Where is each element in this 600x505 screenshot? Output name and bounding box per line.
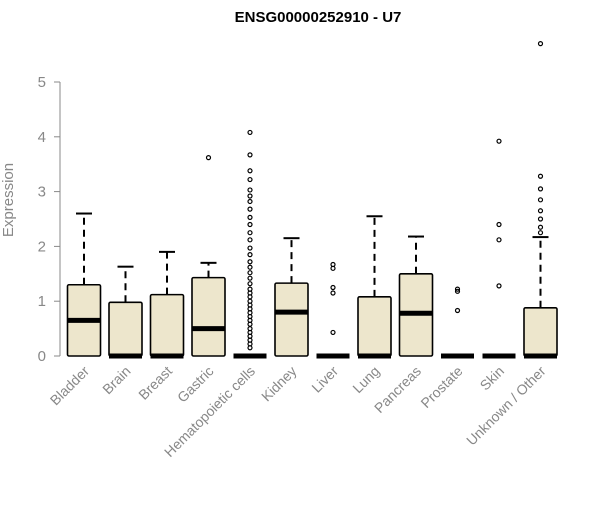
outlier-point: [454, 307, 461, 314]
x-tick-label: Prostate: [417, 363, 465, 411]
outlier-point: [247, 230, 253, 236]
outlier-point: [247, 264, 253, 270]
box-prostate: [441, 286, 474, 359]
box-gastric: [191, 155, 226, 357]
x-tick-label: Kidney: [258, 363, 300, 405]
outlier-point: [247, 221, 253, 228]
x-tick-label: Skin: [477, 363, 508, 394]
y-axis: 0 1 2 3 4 5: [38, 74, 61, 365]
box-lung: [357, 215, 392, 359]
x-tick-label: Unknown / Other: [463, 363, 549, 449]
outlier-point: [247, 245, 253, 251]
outlier-point: [330, 290, 336, 296]
x-tick-label: Liver: [308, 363, 341, 396]
outlier-point: [247, 237, 253, 243]
outlier-point: [454, 286, 461, 292]
outlier-point: [247, 252, 253, 258]
box-bladder: [66, 212, 102, 357]
x-tick-label: Breast: [135, 363, 175, 403]
box-kidney: [274, 237, 309, 357]
outlier-point: [537, 186, 544, 192]
outlier-point: [330, 265, 336, 271]
outlier-point: [247, 259, 253, 265]
y-tick-label: 5: [38, 74, 46, 91]
iqr-box: [149, 293, 185, 357]
iqr-box: [357, 296, 392, 357]
outlier-point: [247, 214, 253, 220]
outlier-point: [247, 345, 253, 351]
outlier-point: [247, 270, 253, 276]
x-tick-label: Brain: [99, 363, 133, 397]
y-axis-label: Expression: [0, 163, 17, 237]
outlier-point: [537, 224, 544, 230]
outlier-point: [247, 281, 253, 287]
outlier-point: [496, 221, 502, 228]
iqr-box: [274, 282, 309, 357]
box-series: [66, 41, 558, 359]
outlier-point: [247, 176, 253, 183]
box-pancreas: [398, 235, 434, 357]
box-brain: [108, 265, 143, 359]
box-skin: [482, 138, 516, 359]
outlier-point: [330, 284, 336, 291]
outlier-point: [247, 193, 253, 199]
outlier-point: [247, 206, 253, 212]
outlier-point: [247, 168, 253, 174]
box-breast: [149, 250, 185, 359]
box-liver: [316, 261, 350, 359]
outlier-point: [247, 152, 253, 158]
y-tick-label: 4: [38, 129, 46, 146]
iqr-box: [523, 306, 558, 357]
x-tick-label: Bladder: [47, 363, 93, 409]
y-tick-label: 2: [38, 238, 46, 255]
y-tick-label: 3: [38, 184, 46, 201]
iqr-box: [191, 276, 226, 357]
outlier-point: [205, 155, 212, 161]
outlier-point: [247, 187, 253, 193]
outlier-point: [537, 230, 544, 236]
iqr-box: [108, 301, 143, 357]
outlier-point: [247, 129, 253, 136]
x-tick-label: Lung: [349, 363, 382, 396]
box-hematopoietic-cells: [233, 129, 267, 359]
outlier-point: [537, 197, 544, 203]
outlier-point: [537, 41, 544, 47]
y-tick-label: 1: [38, 293, 46, 310]
box-unknown-other: [523, 41, 558, 359]
outlier-point: [496, 138, 502, 144]
outlier-point: [537, 208, 544, 214]
outlier-point: [330, 329, 336, 336]
outlier-point: [247, 198, 253, 205]
outlier-point: [496, 283, 502, 289]
chart-title: ENSG00000252910 - U7: [235, 9, 402, 26]
outlier-point: [454, 288, 461, 294]
y-tick-label: 0: [38, 348, 46, 365]
outlier-point: [247, 275, 253, 281]
outlier-point: [537, 216, 544, 222]
outlier-point: [496, 237, 502, 243]
outlier-point: [537, 173, 544, 179]
